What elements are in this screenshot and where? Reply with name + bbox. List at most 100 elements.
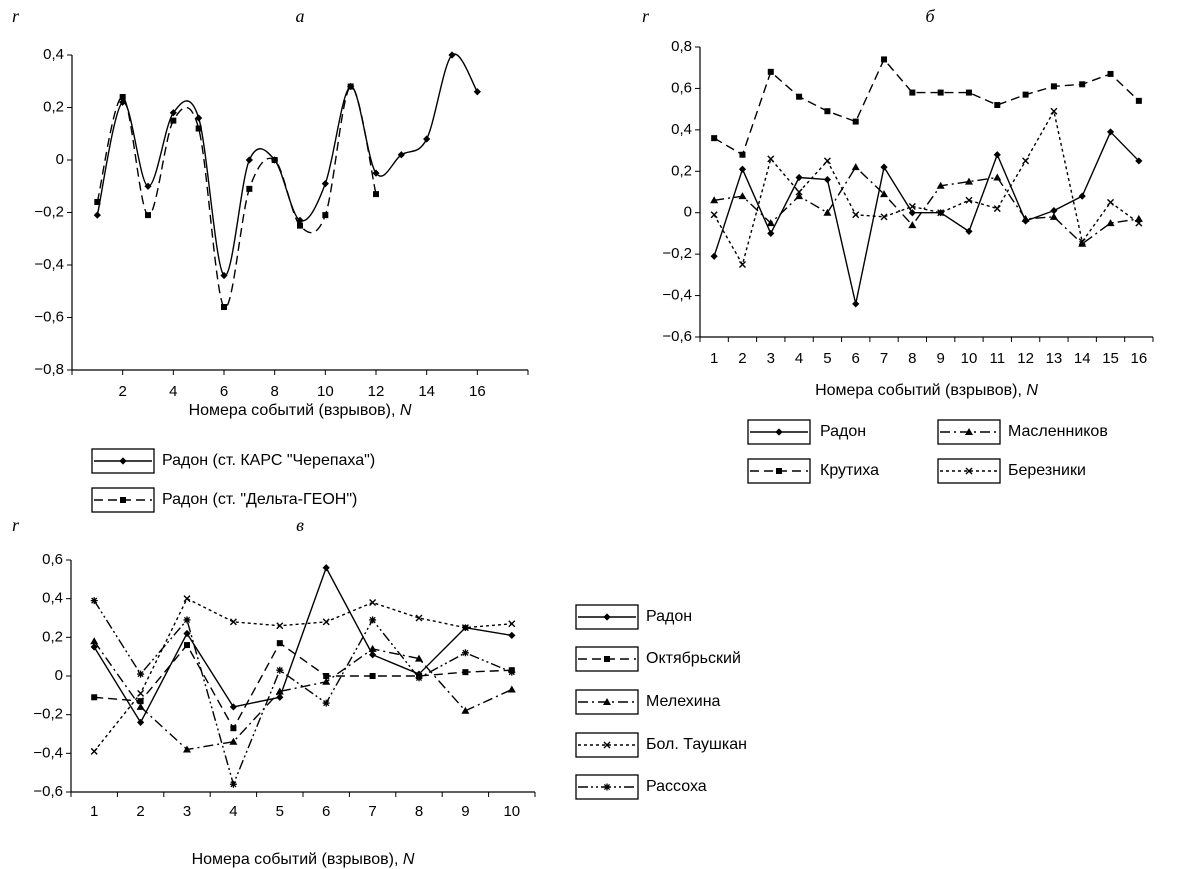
x-tick-label: 1: [90, 803, 98, 820]
data-point: [993, 151, 1001, 159]
data-point: [1050, 107, 1058, 115]
legend-label: Октябрьский: [646, 650, 741, 667]
y-tick-label: 0,2: [43, 98, 64, 115]
series-1: [90, 564, 516, 726]
x-tick-label: 3: [767, 350, 775, 367]
y-tick-label: 0,2: [42, 628, 63, 645]
y-axis-label: r: [12, 515, 20, 535]
x-tick-label: 10: [961, 350, 978, 367]
y-tick-label: −0,6: [33, 783, 63, 800]
series-line: [93, 597, 512, 752]
data-point: [322, 699, 330, 707]
series-line: [94, 642, 512, 729]
data-point: [766, 219, 775, 227]
series-2: [710, 163, 1143, 247]
legend-marker-4: [603, 741, 611, 749]
y-tick-label: −0,2: [662, 245, 692, 262]
x-tick-label: 7: [368, 803, 376, 820]
data-point: [1135, 219, 1143, 227]
legend-box-3: [575, 689, 639, 715]
data-point: [1079, 81, 1086, 88]
data-point: [710, 196, 719, 204]
y-tick-label: −0,6: [662, 328, 692, 345]
legend-entry-2: Октябрьский: [575, 646, 741, 672]
data-point: [994, 102, 1001, 108]
series-line: [93, 640, 513, 751]
series-4: [90, 595, 516, 755]
data-point: [195, 114, 203, 122]
data-point: [711, 135, 718, 142]
y-axis-label: r: [12, 6, 20, 26]
data-point: [90, 747, 98, 755]
y-tick-label: 0,6: [42, 551, 63, 568]
data-point: [271, 157, 278, 163]
data-point: [823, 175, 832, 184]
data-point: [183, 745, 191, 753]
x-tick-label: 6: [220, 383, 228, 400]
legend-marker-2: [965, 428, 973, 435]
x-tick-label: 10: [317, 383, 334, 400]
data-point: [220, 271, 228, 280]
legend-entry-4: Березники: [937, 458, 1086, 484]
data-point: [908, 203, 916, 210]
legend-marker-2: [120, 497, 126, 503]
y-tick-label: 0,4: [43, 46, 64, 63]
legend-label: Бол. Таушкан: [646, 736, 747, 753]
x-tick-label: 16: [1131, 350, 1148, 367]
y-tick-label: 0: [684, 204, 692, 221]
data-point: [137, 698, 144, 705]
legend-box-1: [575, 604, 639, 630]
x-tick-label: 9: [461, 803, 469, 820]
data-point: [823, 208, 832, 216]
legend-marker-3: [776, 468, 782, 474]
data-point: [508, 668, 516, 676]
y-tick-label: −0,2: [34, 203, 64, 220]
data-point: [137, 670, 145, 678]
legend-box-2: [91, 487, 155, 513]
legend-label: Радон: [820, 423, 866, 440]
data-point: [119, 98, 127, 106]
x-tick-label: 12: [1017, 350, 1034, 367]
data-point: [183, 629, 191, 638]
data-point: [1107, 70, 1114, 77]
data-point: [908, 209, 916, 217]
data-point: [184, 642, 190, 649]
data-point: [322, 618, 330, 626]
data-point: [448, 51, 456, 59]
x-tick-label: 2: [738, 350, 746, 367]
x-axis-label: Номера событий (взрывов), N: [815, 382, 1038, 399]
data-point: [767, 229, 775, 238]
panel-a: а r −0,8 −0,6 −0,4 −0,2 0 0,2 0,4 2 4 6 8 10 12 14 16 Ном…: [12, 6, 529, 513]
legend-marker-1: [775, 428, 783, 436]
data-point: [880, 190, 889, 198]
series-3: [90, 637, 516, 753]
x-tick-label: 4: [795, 350, 803, 367]
data-point: [710, 211, 718, 219]
data-point: [795, 173, 803, 182]
x-tick-label: 1: [710, 350, 718, 367]
series-line: [96, 85, 377, 308]
data-point: [93, 211, 101, 219]
data-point: [322, 677, 331, 685]
data-point: [183, 616, 191, 624]
data-point: [461, 706, 470, 714]
data-point: [880, 213, 888, 221]
x-tick-label: 6: [322, 803, 330, 820]
data-point: [170, 117, 177, 124]
legend-box-4: [575, 732, 639, 758]
data-point: [1135, 97, 1142, 104]
legend-box-2: [937, 419, 1001, 445]
x-tick-label: 8: [270, 383, 278, 400]
x-tick-label: 14: [1074, 350, 1091, 367]
data-point: [1022, 157, 1030, 165]
x-tick-label: 4: [229, 803, 237, 820]
series-line: [96, 53, 478, 277]
x-tick-label: 15: [1102, 350, 1119, 367]
data-point: [369, 599, 377, 607]
data-point: [1078, 192, 1086, 200]
data-point: [397, 151, 405, 159]
data-point: [937, 89, 944, 96]
series-5: [90, 597, 516, 788]
legend-box-1: [91, 448, 155, 474]
x-axis-label: Номера событий (взрывов), N: [189, 402, 412, 419]
